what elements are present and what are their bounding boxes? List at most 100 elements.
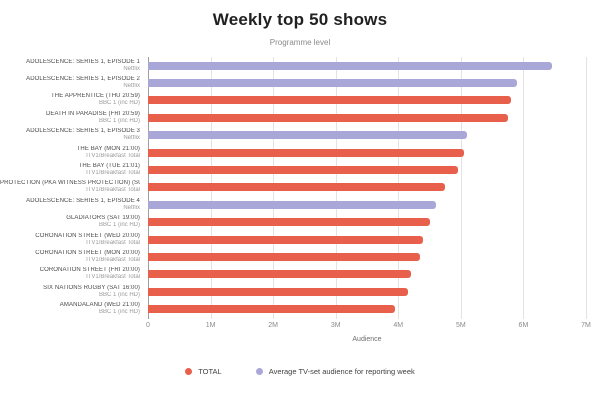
show-name: PROTECTION (PKA WITNESS PROTECTION) (SUN… [0,180,140,187]
bar-track [148,148,586,157]
gridline [586,57,587,319]
row-label: CORONATION STREET (FRI 20:00) ITV1/Breakf… [0,267,148,281]
bar-row: AMANDALAND (WED 21:00) BBC 1 (inc HD) [0,300,600,317]
channel-name: BBC 1 (inc HD) [98,309,140,316]
chart-title: Weekly top 50 shows [212,10,388,29]
x-axis-title: Audience [352,336,382,343]
bar-row: CORONATION STREET (WED 20:00) ITV1/Breakf… [0,231,600,248]
row-label: ADOLESCENCE: SERIES 1, EPISODE 2 Netflix [0,76,148,90]
x-tick: 0 [146,322,150,329]
bar-total [148,270,411,279]
channel-name: BBC 1 (inc HD) [98,100,140,107]
row-label: PROTECTION (PKA WITNESS PROTECTION) (SUN… [0,180,148,194]
row-label: CORONATION STREET (WED 20:00) ITV1/Breakf… [0,233,148,247]
bar-row: SIX NATIONS RUGBY (SAT 16:00) BBC 1 (inc … [0,283,600,300]
bar-row: ADOLESCENCE: SERIES 1, EPISODE 1 Netflix [0,57,600,74]
legend-item-avg[interactable]: Average TV-set audience for reporting we… [255,367,415,376]
bar-row: GLADIATORS (SAT 19:00) BBC 1 (inc HD) [0,214,600,231]
channel-name: BBC 1 (inc HD) [98,222,140,229]
gridline [460,57,462,319]
channel-name: ITV1/Breakfast Total [86,187,140,194]
channel-name: Netflix [123,135,140,142]
bar-row: ADOLESCENCE: SERIES 1, EPISODE 2 Netflix [0,74,600,91]
channel-name: ITV1/Breakfast Total [86,239,140,246]
x-tick: 7M [581,322,591,329]
show-name: AMANDALAND (WED 21:00) [59,302,140,309]
bar-track [148,252,586,261]
bar-track [148,200,586,209]
show-name: ADOLESCENCE: SERIES 1, EPISODE 4 [26,197,140,204]
show-name: GLADIATORS (SAT 19:00) [66,215,140,222]
channel-name: ITV1/Breakfast Total [86,170,140,177]
row-label: GLADIATORS (SAT 19:00) BBC 1 (inc HD) [0,215,148,229]
bar-average-tvset [148,200,436,209]
x-tick: 4M [393,322,404,329]
bar-average-tvset [148,131,468,140]
row-label: THE BAY (MON 21:00) ITV1/Breakfast Total [0,146,148,160]
bar-track [148,183,586,192]
bar-track [148,79,586,88]
show-name: THE BAY (MON 21:00) [76,145,140,152]
bar-row: DEATH IN PARADISE (FRI 20:59) BBC 1 (inc … [0,109,600,126]
bar-track [148,235,586,244]
row-label: ADOLESCENCE: SERIES 1, EPISODE 1 Netflix [0,59,148,73]
bar-average-tvset [148,79,518,88]
row-label: ADOLESCENCE: SERIES 1, EPISODE 3 Netflix [0,128,148,142]
show-name: CORONATION STREET (WED 20:00) [35,232,140,239]
channel-name: Netflix [123,83,140,90]
bar-total [148,96,511,105]
bar-track [148,287,586,296]
plot-rows: ADOLESCENCE: SERIES 1, EPISODE 1 Netflix A… [0,57,600,318]
row-label: ADOLESCENCE: SERIES 1, EPISODE 4 Netflix [0,198,148,212]
bar-row: ADOLESCENCE: SERIES 1, EPISODE 3 Netflix [0,127,600,144]
bar-track [148,270,586,279]
channel-name: BBC 1 (inc HD) [98,117,140,124]
channel-name: ITV1/Breakfast Total [86,256,140,263]
bar-average-tvset [148,61,552,70]
legend-dot-total [185,368,193,375]
show-name: CORONATION STREET (FRI 20:00) [39,267,140,274]
legend-label: TOTAL [198,367,222,376]
legend-item-total[interactable]: TOTAL [185,367,222,376]
row-label: THE APPRENTICE (THU 20:59) BBC 1 (inc HD) [0,93,148,107]
x-tick: 5M [455,322,466,329]
row-label: AMANDALAND (WED 21:00) BBC 1 (inc HD) [0,302,148,316]
row-label: DEATH IN PARADISE (FRI 20:59) BBC 1 (inc … [0,111,148,125]
legend: TOTAL Average TV-set audience for reporti… [0,367,600,376]
gridline [523,57,525,319]
bar-row: CORONATION STREET (MON 20:00) ITV1/Breakf… [0,248,600,265]
bar-track [148,305,586,314]
bar-track [148,131,586,140]
bar-total [148,287,408,296]
row-label: SIX NATIONS RUGBY (SAT 16:00) BBC 1 (inc … [0,285,148,299]
x-tick: 2M [268,322,279,329]
bar-total [148,148,464,157]
bar-row: THE BAY (MON 21:00) ITV1/Breakfast Total [0,144,600,161]
bar-row: PROTECTION (PKA WITNESS PROTECTION) (SUN… [0,179,600,196]
channel-name: ITV1/Breakfast Total [86,274,140,281]
bar-row: THE BAY (TUE 21:01) ITV1/Breakfast Total [0,161,600,178]
bar-total [148,305,396,314]
show-name: ADOLESCENCE: SERIES 1, EPISODE 3 [26,128,140,135]
x-tick: 1M [205,322,216,329]
show-name: CORONATION STREET (MON 20:00) [35,249,140,256]
show-name: DEATH IN PARADISE (FRI 20:59) [45,110,140,117]
channel-name: BBC 1 (inc HD) [98,291,140,298]
bar-row: THE APPRENTICE (THU 20:59) BBC 1 (inc HD) [0,92,600,109]
bar-total [148,113,508,122]
bar-row: ADOLESCENCE: SERIES 1, EPISODE 4 Netflix [0,196,600,213]
bar-total [148,218,430,227]
channel-name: Netflix [123,204,140,211]
x-tick: 3M [330,322,341,329]
bar-track [148,166,586,175]
show-name: ADOLESCENCE: SERIES 1, EPISODE 1 [26,58,140,65]
row-label: CORONATION STREET (MON 20:00) ITV1/Breakf… [0,250,148,264]
bar-row: CORONATION STREET (FRI 20:00) ITV1/Breakf… [0,266,600,283]
bar-track [148,218,586,227]
plot-area: ADOLESCENCE: SERIES 1, EPISODE 1 Netflix A… [0,57,600,319]
bar-total [148,166,458,175]
bar-total [148,235,424,244]
bar-total [148,252,421,261]
legend-label: Average TV-set audience for reporting we… [268,367,415,376]
